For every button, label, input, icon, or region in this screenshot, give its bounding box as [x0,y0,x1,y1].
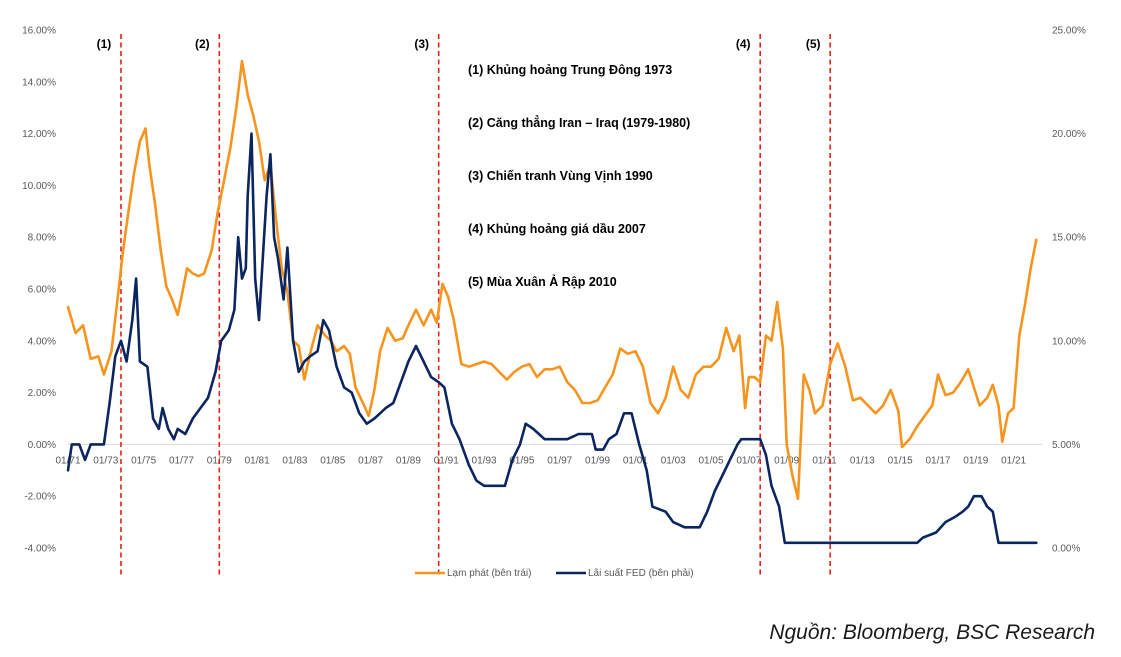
annotation-text: (2) Căng thẳng Iran – Iraq (1979-1980) [468,115,690,130]
x-tick-label: 01/99 [585,455,610,466]
event-label: (5) [806,37,821,51]
y-right-tick-label: 15.00% [1052,233,1086,244]
y-left-tick-label: 14.00% [22,77,56,88]
chart: -4.00% -2.00% 0.00% 2.00% 4.00% 6.00% 8.00% 10.… [22,26,1086,580]
y-left-tick-label: -4.00% [24,544,56,555]
x-tick-label: 01/19 [963,455,988,466]
event-label: (2) [195,37,210,51]
y-left-tick-label: 16.00% [22,26,56,37]
y-right-tick-label: 25.00% [1052,26,1086,37]
x-tick-label: 01/89 [396,455,421,466]
y-right-tick-label: 5.00% [1052,440,1080,451]
x-tick-label: 01/93 [472,455,497,466]
x-tick-label: 01/91 [434,455,459,466]
y-axis-left-ticks: -4.00% -2.00% 0.00% 2.00% 4.00% 6.00% 8.00% 10.… [22,26,56,555]
annotation-text: (5) Mùa Xuân Ả Rập 2010 [468,274,617,289]
x-tick-label: 01/03 [661,455,686,466]
x-tick-label: 01/15 [888,455,913,466]
y-left-tick-label: 2.00% [28,388,56,399]
x-tick-label: 01/05 [699,455,724,466]
x-tick-label: 01/11 [812,455,837,466]
x-tick-label: 01/21 [1001,455,1026,466]
y-left-tick-label: -2.00% [24,492,56,503]
legend-label-fed-rate: Lãi suất FED (bên phải) [588,567,694,579]
x-tick-label: 01/87 [358,455,383,466]
x-tick-label: 01/73 [93,455,118,466]
y-left-tick-label: 4.00% [28,336,56,347]
y-left-tick-label: 0.00% [28,440,56,451]
x-tick-label: 01/77 [169,455,194,466]
x-axis-ticks: 01/7101/7301/7501/7701/7901/8101/8301/85… [55,455,1026,466]
legend: Lạm phát (bên trái) Lãi suất FED (bên ph… [415,567,694,579]
y-left-tick-label: 12.00% [22,129,56,140]
y-axis-right-ticks: 0.00% 5.00% 10.00% 15.00% 20.00% 25.00% [1052,26,1086,555]
series-layer [66,59,1038,545]
y-right-tick-label: 0.00% [1052,544,1080,555]
x-tick-label: 01/07 [736,455,761,466]
series-line-inflation [66,59,1038,501]
event-label: (1) [97,37,112,51]
x-tick-label: 01/17 [925,455,950,466]
x-tick-label: 01/75 [131,455,156,466]
event-label: (3) [414,37,429,51]
x-tick-label: 01/01 [623,455,648,466]
y-left-tick-label: 6.00% [28,285,56,296]
x-tick-label: 01/95 [509,455,534,466]
event-label: (4) [736,37,751,51]
x-tick-label: 01/85 [320,455,345,466]
annotation-box: (1) Khủng hoảng Trung Đông 1973 (2) Căng … [468,63,690,289]
annotation-text: (4) Khủng hoảng giá dầu 2007 [468,222,646,236]
annotation-text: (3) Chiến tranh Vùng Vịnh 1990 [468,169,653,183]
y-left-tick-label: 10.00% [22,181,56,192]
x-tick-label: 01/81 [245,455,270,466]
source-note: Nguồn: Bloomberg, BSC Research [769,621,1095,644]
event-markers: (1) (2) (3) (4) (5) [97,34,831,576]
x-tick-label: 01/13 [850,455,875,466]
y-right-tick-label: 20.00% [1052,129,1086,140]
x-tick-label: 01/97 [547,455,572,466]
annotation-text: (1) Khủng hoảng Trung Đông 1973 [468,63,672,77]
y-right-tick-label: 10.00% [1052,336,1086,347]
x-tick-label: 01/09 [774,455,799,466]
x-tick-label: 01/83 [282,455,307,466]
y-left-tick-label: 8.00% [28,233,56,244]
legend-label-inflation: Lạm phát (bên trái) [447,568,532,579]
series-line-fed-rate [66,132,1038,545]
